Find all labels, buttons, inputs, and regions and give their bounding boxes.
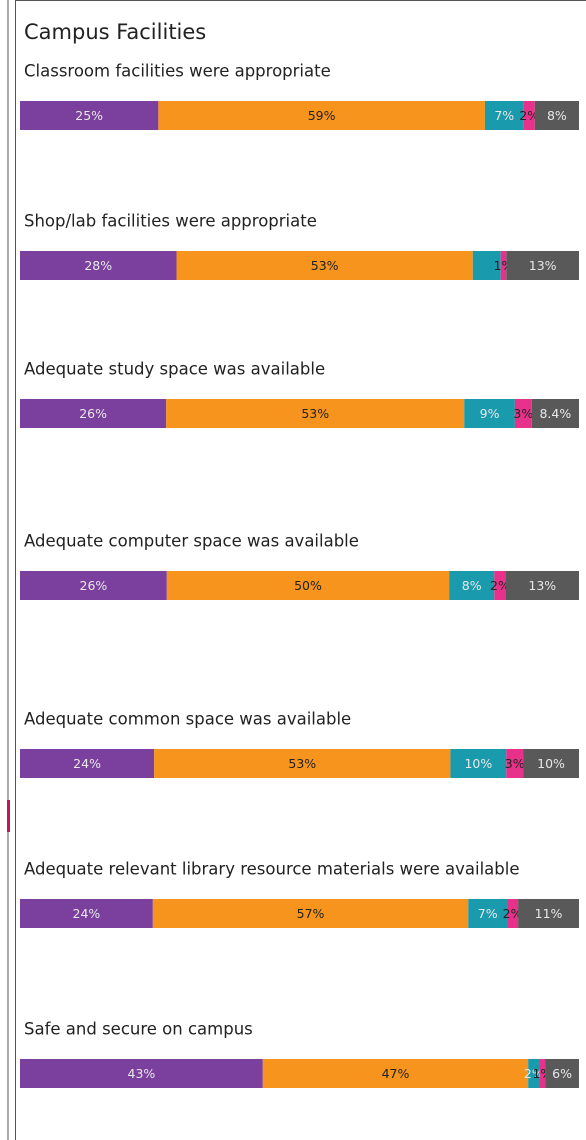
chart-title: Shop/lab facilities were appropriate bbox=[24, 212, 317, 231]
bar-segment bbox=[20, 251, 177, 280]
chart-title: Adequate study space was available bbox=[24, 360, 325, 379]
chart-title: Classroom facilities were appropriate bbox=[24, 62, 331, 81]
data-label: 13% bbox=[529, 258, 557, 273]
bar-segment bbox=[152, 899, 469, 928]
data-label: 10% bbox=[464, 756, 492, 771]
data-label: 26% bbox=[79, 406, 107, 421]
bar-segment bbox=[472, 251, 501, 280]
bar-segment bbox=[528, 1059, 540, 1088]
data-label: 24% bbox=[73, 756, 101, 771]
side-marker bbox=[7, 800, 10, 832]
bar-segment bbox=[523, 101, 535, 130]
bar-segment bbox=[449, 571, 495, 600]
bar-segment bbox=[514, 399, 532, 428]
data-label: 26% bbox=[80, 578, 108, 593]
bar-segment bbox=[505, 571, 579, 600]
data-label: 10% bbox=[537, 756, 565, 771]
data-label: 43% bbox=[128, 1066, 156, 1081]
data-label: 8.4% bbox=[539, 406, 571, 421]
bar-segment bbox=[158, 101, 485, 130]
data-label: 50% bbox=[294, 578, 322, 593]
bar-segment bbox=[523, 749, 579, 778]
data-label: 13% bbox=[528, 578, 556, 593]
data-label: 11% bbox=[535, 906, 563, 921]
bar-segment bbox=[450, 749, 507, 778]
bar-segment bbox=[176, 251, 473, 280]
chart-title: Adequate relevant library resource mater… bbox=[24, 860, 519, 879]
bar-segment bbox=[531, 399, 579, 428]
data-label: 53% bbox=[288, 756, 316, 771]
bar-segment bbox=[166, 571, 450, 600]
data-label: 2% bbox=[519, 108, 539, 123]
data-label: 6% bbox=[552, 1066, 572, 1081]
bar-segment bbox=[468, 899, 508, 928]
bar-segment bbox=[464, 399, 515, 428]
bar-segment bbox=[20, 399, 167, 428]
data-label: 25% bbox=[75, 108, 103, 123]
data-label: 9% bbox=[480, 406, 500, 421]
bar-segment bbox=[262, 1059, 529, 1088]
data-label: 53% bbox=[311, 258, 339, 273]
data-label: 7% bbox=[494, 108, 514, 123]
bar-segment bbox=[500, 251, 507, 280]
bar-segment bbox=[545, 1059, 579, 1088]
bar-segment bbox=[518, 899, 579, 928]
data-label: 2% bbox=[524, 1066, 544, 1081]
data-label: 2% bbox=[490, 578, 510, 593]
data-label: 24% bbox=[73, 906, 101, 921]
chart-title: Adequate computer space was available bbox=[24, 532, 359, 551]
bar-segment bbox=[534, 101, 579, 130]
page-title: Campus Facilities bbox=[24, 20, 206, 44]
data-label: 8% bbox=[462, 578, 482, 593]
data-label: 7% bbox=[478, 906, 498, 921]
chart-title: Adequate common space was available bbox=[24, 710, 351, 729]
bar-segment bbox=[494, 571, 506, 600]
chart-title: Safe and secure on campus bbox=[24, 1020, 253, 1039]
data-label: 8% bbox=[547, 108, 567, 123]
data-label: 47% bbox=[382, 1066, 410, 1081]
bar-segment bbox=[20, 899, 153, 928]
bar-segment bbox=[154, 749, 451, 778]
bar-segment bbox=[506, 251, 579, 280]
bar-segment bbox=[20, 749, 155, 778]
bar-segment bbox=[539, 1059, 546, 1088]
bar-segment bbox=[484, 101, 524, 130]
bar-segment bbox=[506, 749, 524, 778]
bar-segment bbox=[20, 101, 159, 130]
data-label: 3% bbox=[513, 406, 533, 421]
data-label: 2% bbox=[503, 906, 523, 921]
data-label: 53% bbox=[301, 406, 329, 421]
data-label: 3% bbox=[505, 756, 525, 771]
bar-segment bbox=[20, 571, 167, 600]
bar-segment bbox=[20, 1059, 263, 1088]
bar-segment bbox=[166, 399, 465, 428]
panel-border bbox=[15, 0, 586, 1140]
data-label: 28% bbox=[84, 258, 112, 273]
data-label: 57% bbox=[297, 906, 325, 921]
bar-segment bbox=[507, 899, 519, 928]
data-label: 59% bbox=[308, 108, 336, 123]
